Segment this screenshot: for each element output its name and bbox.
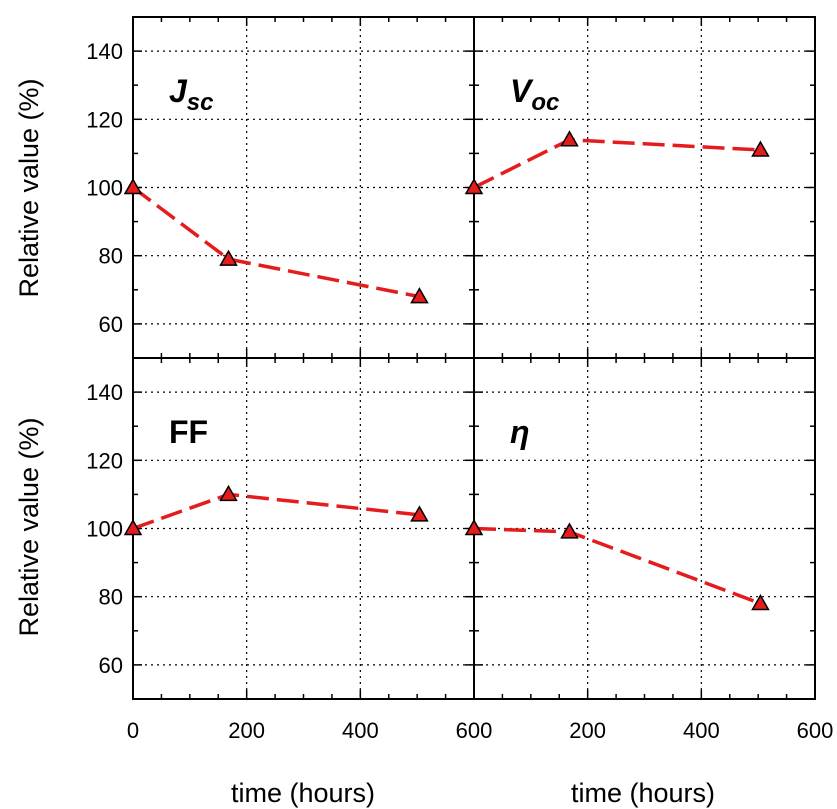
y-axis-title-top: Relative value (%) — [14, 78, 44, 297]
x-axis-title-right: time (hours) — [571, 778, 715, 808]
data-point-marker — [464, 518, 484, 536]
data-point-marker — [219, 484, 238, 502]
x-tick-label: 400 — [342, 718, 379, 743]
x-tick-label: 200 — [228, 718, 265, 743]
data-point-marker — [219, 249, 238, 266]
data-point-marker — [751, 140, 770, 157]
y-tick-label: 80 — [99, 585, 123, 610]
x-tick-label: 600 — [456, 718, 493, 743]
series-line — [473, 137, 761, 190]
series-line — [131, 186, 420, 299]
y-tick-label: 100 — [86, 517, 123, 542]
y-tick-label: 140 — [86, 39, 123, 64]
y-tick-label: 60 — [99, 312, 123, 337]
y-tick-label: 120 — [86, 448, 123, 473]
panel-label: η — [510, 414, 530, 450]
data-point-marker — [751, 594, 770, 611]
y-tick-label: 120 — [86, 107, 123, 132]
series-line — [473, 526, 762, 606]
data-point-marker — [123, 518, 143, 536]
y-tick-label: 140 — [86, 380, 123, 405]
x-tick-label: 600 — [797, 718, 834, 743]
y-tick-label: 60 — [99, 653, 123, 678]
panel-label-subscript: oc — [531, 89, 559, 116]
panel-label: Voc — [510, 73, 559, 116]
data-point-marker — [464, 177, 484, 195]
panel-label: FF — [169, 414, 208, 450]
data-point-marker — [560, 522, 579, 539]
x-tick-label: 200 — [569, 718, 606, 743]
data-point-marker — [560, 130, 579, 147]
y-tick-label: 100 — [86, 176, 123, 201]
data-point-marker — [410, 287, 429, 304]
series-line — [132, 492, 420, 531]
x-tick-label: 0 — [127, 718, 139, 743]
x-tick-label: 400 — [683, 718, 720, 743]
data-point-marker — [410, 505, 429, 522]
data-point-marker — [123, 177, 143, 195]
y-axis-title-bottom: Relative value (%) — [14, 417, 44, 636]
x-axis-title-left: time (hours) — [231, 778, 375, 808]
panel-label-subscript: sc — [187, 89, 214, 116]
y-tick-label: 80 — [99, 244, 123, 269]
panel-label: Jsc — [169, 73, 214, 116]
